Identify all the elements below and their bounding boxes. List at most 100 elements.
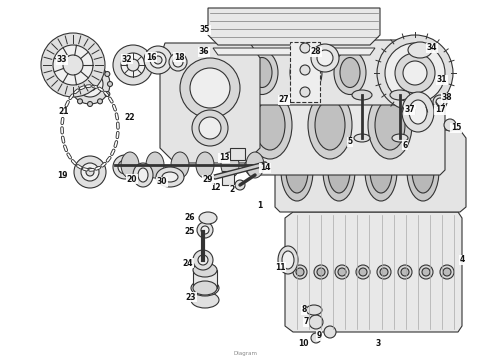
Text: 12: 12 xyxy=(210,184,220,193)
Ellipse shape xyxy=(308,91,352,159)
Circle shape xyxy=(377,35,453,111)
Ellipse shape xyxy=(328,149,350,193)
Circle shape xyxy=(201,226,209,234)
Text: 28: 28 xyxy=(311,48,321,57)
Ellipse shape xyxy=(412,149,434,193)
Ellipse shape xyxy=(375,100,405,150)
Ellipse shape xyxy=(248,91,292,159)
Text: 10: 10 xyxy=(298,338,308,347)
Circle shape xyxy=(311,44,339,72)
Circle shape xyxy=(300,87,310,97)
Ellipse shape xyxy=(296,58,316,87)
Text: 18: 18 xyxy=(173,53,184,62)
Ellipse shape xyxy=(221,152,239,178)
Circle shape xyxy=(144,46,172,74)
Circle shape xyxy=(105,91,110,96)
Ellipse shape xyxy=(121,152,139,178)
Circle shape xyxy=(113,155,137,179)
Text: 38: 38 xyxy=(441,94,452,103)
Ellipse shape xyxy=(196,152,214,178)
Ellipse shape xyxy=(402,92,434,132)
Ellipse shape xyxy=(365,141,397,201)
Polygon shape xyxy=(237,40,435,105)
Circle shape xyxy=(193,250,213,270)
Polygon shape xyxy=(245,75,445,175)
Circle shape xyxy=(436,98,444,106)
Text: 11: 11 xyxy=(275,262,285,271)
Text: 32: 32 xyxy=(122,54,132,63)
Circle shape xyxy=(403,61,427,85)
Ellipse shape xyxy=(133,163,153,187)
Ellipse shape xyxy=(252,58,272,87)
Circle shape xyxy=(293,265,307,279)
Text: 33: 33 xyxy=(57,55,67,64)
Text: 20: 20 xyxy=(127,175,137,184)
Circle shape xyxy=(180,58,240,118)
Circle shape xyxy=(88,62,93,67)
Ellipse shape xyxy=(246,50,278,94)
Circle shape xyxy=(113,45,153,85)
Text: 34: 34 xyxy=(427,44,437,53)
Circle shape xyxy=(377,265,391,279)
Text: 22: 22 xyxy=(125,112,135,122)
Polygon shape xyxy=(285,212,462,332)
Polygon shape xyxy=(208,8,380,45)
Text: 4: 4 xyxy=(460,256,465,265)
Circle shape xyxy=(154,56,162,64)
Ellipse shape xyxy=(334,50,366,94)
Text: 21: 21 xyxy=(59,108,69,117)
Text: 37: 37 xyxy=(405,105,416,114)
Ellipse shape xyxy=(323,141,355,201)
Circle shape xyxy=(356,265,370,279)
Circle shape xyxy=(314,265,328,279)
Text: 26: 26 xyxy=(185,213,195,222)
Circle shape xyxy=(440,265,454,279)
Polygon shape xyxy=(290,42,320,102)
Ellipse shape xyxy=(407,141,439,201)
Circle shape xyxy=(86,168,94,176)
Text: 19: 19 xyxy=(57,171,67,180)
Circle shape xyxy=(98,99,102,104)
Circle shape xyxy=(150,52,166,68)
Ellipse shape xyxy=(255,100,285,150)
Ellipse shape xyxy=(286,149,308,193)
Ellipse shape xyxy=(281,141,313,201)
Ellipse shape xyxy=(191,292,219,308)
Circle shape xyxy=(121,53,145,77)
Ellipse shape xyxy=(191,280,219,296)
Text: 31: 31 xyxy=(437,76,447,85)
Polygon shape xyxy=(160,43,260,163)
Ellipse shape xyxy=(352,90,372,100)
Polygon shape xyxy=(193,270,217,288)
Ellipse shape xyxy=(370,149,392,193)
Text: 8: 8 xyxy=(301,306,307,315)
Circle shape xyxy=(235,180,245,190)
Bar xyxy=(222,171,234,185)
Bar xyxy=(230,148,245,160)
Polygon shape xyxy=(213,48,375,55)
Circle shape xyxy=(53,45,93,85)
Ellipse shape xyxy=(146,152,164,178)
Circle shape xyxy=(385,43,445,103)
Text: 3: 3 xyxy=(375,339,381,348)
Circle shape xyxy=(309,315,323,329)
Circle shape xyxy=(338,268,346,276)
Text: 30: 30 xyxy=(157,177,167,186)
Circle shape xyxy=(192,110,228,146)
Circle shape xyxy=(41,33,105,97)
Circle shape xyxy=(190,68,230,108)
Circle shape xyxy=(169,53,187,71)
Circle shape xyxy=(317,50,333,66)
Text: 2: 2 xyxy=(229,185,235,194)
Circle shape xyxy=(70,91,75,96)
Circle shape xyxy=(296,268,304,276)
Text: 17: 17 xyxy=(435,105,445,114)
Text: 27: 27 xyxy=(279,95,289,104)
Circle shape xyxy=(433,95,447,109)
Circle shape xyxy=(422,268,430,276)
Circle shape xyxy=(444,119,456,131)
Ellipse shape xyxy=(409,100,427,124)
Circle shape xyxy=(118,160,132,174)
Circle shape xyxy=(443,268,451,276)
Ellipse shape xyxy=(290,50,322,94)
